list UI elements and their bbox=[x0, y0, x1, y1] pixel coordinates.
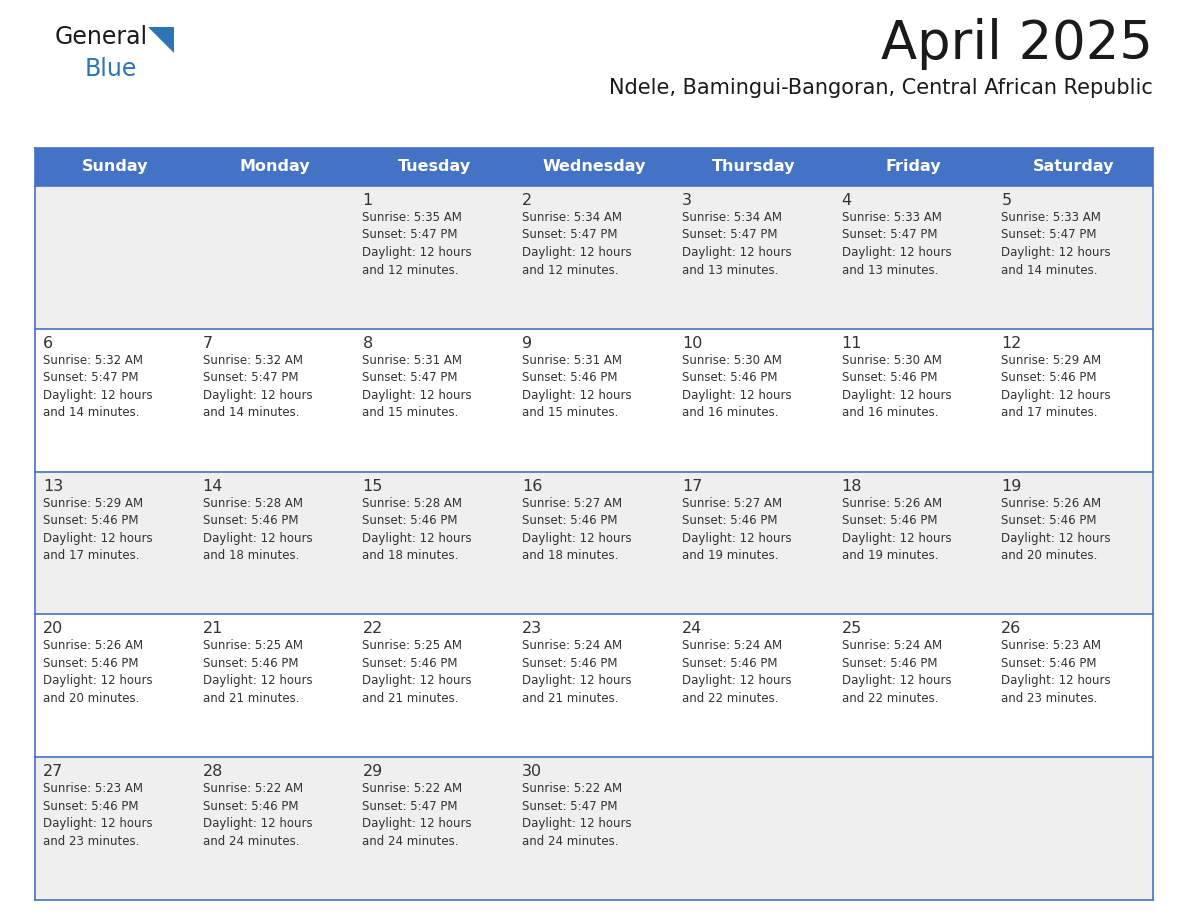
Text: Saturday: Saturday bbox=[1032, 160, 1114, 174]
Text: Sunrise: 5:29 AM
Sunset: 5:46 PM
Daylight: 12 hours
and 17 minutes.: Sunrise: 5:29 AM Sunset: 5:46 PM Dayligh… bbox=[43, 497, 152, 562]
Text: 22: 22 bbox=[362, 621, 383, 636]
Text: 1: 1 bbox=[362, 193, 373, 208]
Bar bbox=[34, 472, 1154, 614]
Text: 30: 30 bbox=[523, 764, 542, 779]
Text: Thursday: Thursday bbox=[712, 160, 796, 174]
Text: 20: 20 bbox=[43, 621, 63, 636]
Text: 11: 11 bbox=[841, 336, 862, 351]
Text: Sunrise: 5:28 AM
Sunset: 5:46 PM
Daylight: 12 hours
and 18 minutes.: Sunrise: 5:28 AM Sunset: 5:46 PM Dayligh… bbox=[362, 497, 472, 562]
Text: 23: 23 bbox=[523, 621, 542, 636]
Text: Sunrise: 5:25 AM
Sunset: 5:46 PM
Daylight: 12 hours
and 21 minutes.: Sunrise: 5:25 AM Sunset: 5:46 PM Dayligh… bbox=[203, 640, 312, 705]
Text: 10: 10 bbox=[682, 336, 702, 351]
Text: Sunrise: 5:29 AM
Sunset: 5:46 PM
Daylight: 12 hours
and 17 minutes.: Sunrise: 5:29 AM Sunset: 5:46 PM Dayligh… bbox=[1001, 353, 1111, 420]
Text: Sunrise: 5:24 AM
Sunset: 5:46 PM
Daylight: 12 hours
and 22 minutes.: Sunrise: 5:24 AM Sunset: 5:46 PM Dayligh… bbox=[682, 640, 791, 705]
Text: 21: 21 bbox=[203, 621, 223, 636]
Text: 24: 24 bbox=[682, 621, 702, 636]
Text: 8: 8 bbox=[362, 336, 373, 351]
Text: Sunrise: 5:27 AM
Sunset: 5:46 PM
Daylight: 12 hours
and 18 minutes.: Sunrise: 5:27 AM Sunset: 5:46 PM Dayligh… bbox=[523, 497, 632, 562]
Text: 26: 26 bbox=[1001, 621, 1022, 636]
Text: Sunrise: 5:26 AM
Sunset: 5:46 PM
Daylight: 12 hours
and 20 minutes.: Sunrise: 5:26 AM Sunset: 5:46 PM Dayligh… bbox=[43, 640, 152, 705]
Text: Sunrise: 5:23 AM
Sunset: 5:46 PM
Daylight: 12 hours
and 23 minutes.: Sunrise: 5:23 AM Sunset: 5:46 PM Dayligh… bbox=[43, 782, 152, 847]
Text: 2: 2 bbox=[523, 193, 532, 208]
Text: 4: 4 bbox=[841, 193, 852, 208]
Text: Monday: Monday bbox=[239, 160, 310, 174]
Polygon shape bbox=[148, 27, 173, 53]
Text: Sunday: Sunday bbox=[82, 160, 148, 174]
Text: Sunrise: 5:28 AM
Sunset: 5:46 PM
Daylight: 12 hours
and 18 minutes.: Sunrise: 5:28 AM Sunset: 5:46 PM Dayligh… bbox=[203, 497, 312, 562]
Text: Sunrise: 5:22 AM
Sunset: 5:47 PM
Daylight: 12 hours
and 24 minutes.: Sunrise: 5:22 AM Sunset: 5:47 PM Dayligh… bbox=[362, 782, 472, 847]
Text: 28: 28 bbox=[203, 764, 223, 779]
Text: Sunrise: 5:33 AM
Sunset: 5:47 PM
Daylight: 12 hours
and 13 minutes.: Sunrise: 5:33 AM Sunset: 5:47 PM Dayligh… bbox=[841, 211, 952, 276]
Text: Sunrise: 5:26 AM
Sunset: 5:46 PM
Daylight: 12 hours
and 19 minutes.: Sunrise: 5:26 AM Sunset: 5:46 PM Dayligh… bbox=[841, 497, 952, 562]
Text: Sunrise: 5:33 AM
Sunset: 5:47 PM
Daylight: 12 hours
and 14 minutes.: Sunrise: 5:33 AM Sunset: 5:47 PM Dayligh… bbox=[1001, 211, 1111, 276]
Text: Sunrise: 5:30 AM
Sunset: 5:46 PM
Daylight: 12 hours
and 16 minutes.: Sunrise: 5:30 AM Sunset: 5:46 PM Dayligh… bbox=[841, 353, 952, 420]
Text: 5: 5 bbox=[1001, 193, 1011, 208]
Text: Friday: Friday bbox=[885, 160, 941, 174]
Text: 25: 25 bbox=[841, 621, 861, 636]
Text: 14: 14 bbox=[203, 478, 223, 494]
Text: 17: 17 bbox=[682, 478, 702, 494]
Text: 13: 13 bbox=[43, 478, 63, 494]
Text: 16: 16 bbox=[523, 478, 543, 494]
Text: April 2025: April 2025 bbox=[881, 18, 1154, 70]
Text: 6: 6 bbox=[43, 336, 53, 351]
Text: Sunrise: 5:24 AM
Sunset: 5:46 PM
Daylight: 12 hours
and 21 minutes.: Sunrise: 5:24 AM Sunset: 5:46 PM Dayligh… bbox=[523, 640, 632, 705]
Text: 19: 19 bbox=[1001, 478, 1022, 494]
Text: Sunrise: 5:27 AM
Sunset: 5:46 PM
Daylight: 12 hours
and 19 minutes.: Sunrise: 5:27 AM Sunset: 5:46 PM Dayligh… bbox=[682, 497, 791, 562]
Text: Sunrise: 5:24 AM
Sunset: 5:46 PM
Daylight: 12 hours
and 22 minutes.: Sunrise: 5:24 AM Sunset: 5:46 PM Dayligh… bbox=[841, 640, 952, 705]
Text: 7: 7 bbox=[203, 336, 213, 351]
Text: Sunrise: 5:26 AM
Sunset: 5:46 PM
Daylight: 12 hours
and 20 minutes.: Sunrise: 5:26 AM Sunset: 5:46 PM Dayligh… bbox=[1001, 497, 1111, 562]
Text: General: General bbox=[55, 25, 148, 49]
Text: 15: 15 bbox=[362, 478, 383, 494]
Text: Sunrise: 5:32 AM
Sunset: 5:47 PM
Daylight: 12 hours
and 14 minutes.: Sunrise: 5:32 AM Sunset: 5:47 PM Dayligh… bbox=[43, 353, 152, 420]
Text: Sunrise: 5:32 AM
Sunset: 5:47 PM
Daylight: 12 hours
and 14 minutes.: Sunrise: 5:32 AM Sunset: 5:47 PM Dayligh… bbox=[203, 353, 312, 420]
Text: 3: 3 bbox=[682, 193, 691, 208]
Text: Tuesday: Tuesday bbox=[398, 160, 470, 174]
Text: 18: 18 bbox=[841, 478, 862, 494]
Text: Ndele, Bamingui-Bangoran, Central African Republic: Ndele, Bamingui-Bangoran, Central Africa… bbox=[609, 78, 1154, 98]
Text: Sunrise: 5:30 AM
Sunset: 5:46 PM
Daylight: 12 hours
and 16 minutes.: Sunrise: 5:30 AM Sunset: 5:46 PM Dayligh… bbox=[682, 353, 791, 420]
Text: Sunrise: 5:31 AM
Sunset: 5:46 PM
Daylight: 12 hours
and 15 minutes.: Sunrise: 5:31 AM Sunset: 5:46 PM Dayligh… bbox=[523, 353, 632, 420]
Text: 29: 29 bbox=[362, 764, 383, 779]
Bar bbox=[34, 148, 1154, 186]
Text: 9: 9 bbox=[523, 336, 532, 351]
Text: Sunrise: 5:23 AM
Sunset: 5:46 PM
Daylight: 12 hours
and 23 minutes.: Sunrise: 5:23 AM Sunset: 5:46 PM Dayligh… bbox=[1001, 640, 1111, 705]
Bar bbox=[34, 329, 1154, 472]
Text: Blue: Blue bbox=[86, 57, 138, 81]
Text: 27: 27 bbox=[43, 764, 63, 779]
Text: Sunrise: 5:35 AM
Sunset: 5:47 PM
Daylight: 12 hours
and 12 minutes.: Sunrise: 5:35 AM Sunset: 5:47 PM Dayligh… bbox=[362, 211, 472, 276]
Text: Sunrise: 5:22 AM
Sunset: 5:47 PM
Daylight: 12 hours
and 24 minutes.: Sunrise: 5:22 AM Sunset: 5:47 PM Dayligh… bbox=[523, 782, 632, 847]
Text: Sunrise: 5:34 AM
Sunset: 5:47 PM
Daylight: 12 hours
and 12 minutes.: Sunrise: 5:34 AM Sunset: 5:47 PM Dayligh… bbox=[523, 211, 632, 276]
Bar bbox=[34, 757, 1154, 900]
Text: Wednesday: Wednesday bbox=[542, 160, 646, 174]
Text: Sunrise: 5:25 AM
Sunset: 5:46 PM
Daylight: 12 hours
and 21 minutes.: Sunrise: 5:25 AM Sunset: 5:46 PM Dayligh… bbox=[362, 640, 472, 705]
Text: Sunrise: 5:22 AM
Sunset: 5:46 PM
Daylight: 12 hours
and 24 minutes.: Sunrise: 5:22 AM Sunset: 5:46 PM Dayligh… bbox=[203, 782, 312, 847]
Text: 12: 12 bbox=[1001, 336, 1022, 351]
Text: Sunrise: 5:31 AM
Sunset: 5:47 PM
Daylight: 12 hours
and 15 minutes.: Sunrise: 5:31 AM Sunset: 5:47 PM Dayligh… bbox=[362, 353, 472, 420]
Text: Sunrise: 5:34 AM
Sunset: 5:47 PM
Daylight: 12 hours
and 13 minutes.: Sunrise: 5:34 AM Sunset: 5:47 PM Dayligh… bbox=[682, 211, 791, 276]
Bar bbox=[34, 186, 1154, 329]
Bar bbox=[34, 614, 1154, 757]
